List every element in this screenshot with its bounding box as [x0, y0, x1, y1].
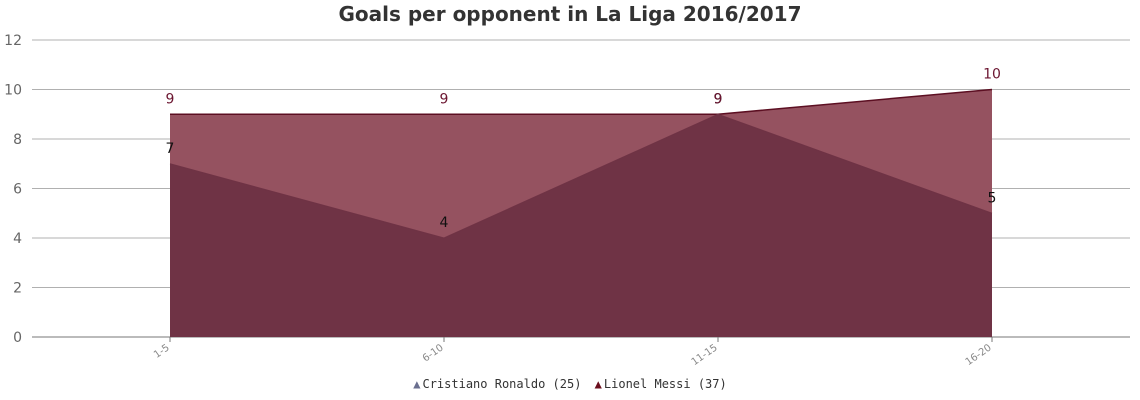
data-label: 9 — [440, 91, 449, 107]
y-tick-label: 2 — [13, 281, 22, 297]
y-tick-label: 4 — [13, 231, 22, 247]
x-tick-label: 6-10 — [421, 342, 446, 364]
triangle-marker-icon: ▲ — [594, 377, 602, 391]
data-label: 4 — [440, 215, 449, 231]
series-area-0 — [170, 114, 992, 337]
legend-label: Cristiano Ronaldo (25) — [422, 377, 582, 391]
triangle-marker-icon: ▲ — [413, 377, 421, 391]
data-label: 10 — [983, 67, 1001, 83]
legend-label: Lionel Messi (37) — [603, 377, 727, 391]
y-tick-label: 12 — [4, 33, 22, 49]
y-tick-label: 10 — [4, 83, 22, 99]
y-tick-label: 6 — [13, 182, 22, 198]
y-tick-label: 8 — [13, 132, 22, 148]
data-label: 9 — [166, 91, 175, 107]
y-tick-label: 0 — [13, 330, 22, 346]
series-line-0 — [169, 113, 993, 239]
legend: ▲ Cristiano Ronaldo (25) ▲ Lionel Messi (3… — [0, 377, 1140, 391]
chart-title: Goals per opponent in La Liga 2016/2017 — [338, 2, 802, 26]
data-label: 9 — [714, 91, 723, 107]
data-label: 7 — [166, 141, 175, 157]
series-line-1 — [170, 88, 993, 115]
series-areas — [169, 88, 993, 337]
legend-item-messi[interactable]: ▲ Lionel Messi (37) — [595, 377, 727, 391]
legend-item-ronaldo[interactable]: ▲ Cristiano Ronaldo (25) — [413, 377, 581, 391]
x-tick-label: 11-15 — [690, 342, 720, 368]
x-tick-label: 1-5 — [152, 342, 172, 360]
data-label: 9 — [714, 91, 723, 107]
x-tick-label: 16-20 — [964, 342, 994, 368]
data-label: 5 — [988, 190, 997, 206]
